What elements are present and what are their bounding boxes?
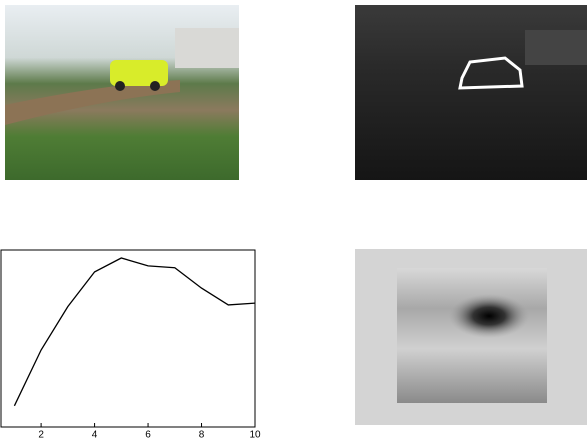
x-tick-label: 8 [199, 430, 205, 441]
x-tick-label: 2 [38, 430, 44, 441]
photo [5, 5, 239, 180]
page: {"chart_data": {"type": "line", "x": [1,… [0, 0, 587, 442]
x-tick-label: 10 [249, 430, 261, 441]
figure: 2 4 6 8 10 [0, 0, 587, 442]
data-line [14, 258, 255, 406]
heat-map [355, 249, 587, 425]
line-chart: 2 4 6 8 10 [1, 250, 261, 441]
x-tick-label: 4 [92, 430, 98, 441]
edge-map [355, 5, 587, 180]
x-tick-label: 6 [145, 430, 151, 441]
